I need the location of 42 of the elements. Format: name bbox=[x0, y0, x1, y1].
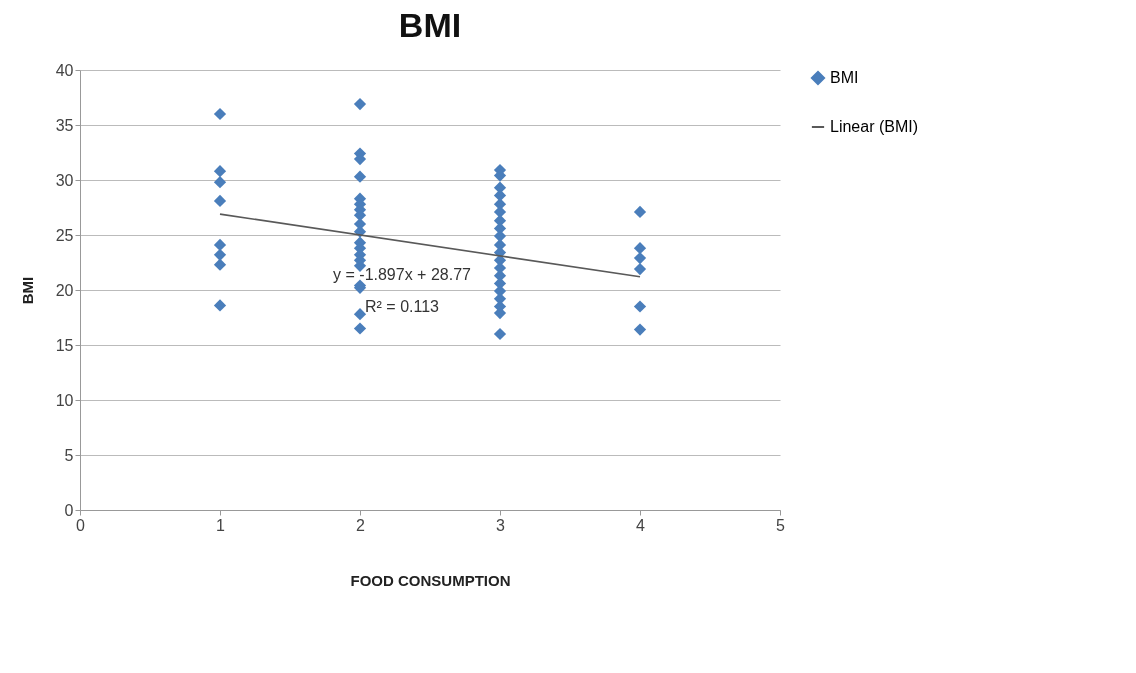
y-tick-label: 25 bbox=[55, 226, 74, 244]
x-tick-label: 1 bbox=[216, 516, 226, 534]
x-tick-label: 0 bbox=[76, 516, 86, 534]
y-tick-label: 15 bbox=[55, 336, 74, 354]
y-tick-label: 35 bbox=[55, 116, 74, 134]
y-axis-title: BMI bbox=[18, 276, 36, 305]
point bbox=[213, 238, 227, 252]
point bbox=[213, 299, 227, 312]
point bbox=[213, 194, 227, 208]
point bbox=[353, 322, 367, 335]
y-tick-label: 5 bbox=[64, 446, 74, 464]
annotation: R² = 0.113 bbox=[365, 297, 440, 315]
point bbox=[353, 97, 367, 111]
point bbox=[213, 176, 227, 189]
chart-title: BMI bbox=[398, 6, 462, 44]
point bbox=[353, 170, 367, 183]
annotation: y = -1.897x + 28.77 bbox=[333, 265, 472, 283]
x-tick-label: 4 bbox=[636, 516, 646, 534]
point bbox=[633, 251, 647, 265]
x-axis-title: FOOD CONSUMPTION bbox=[350, 571, 511, 589]
y-tick-label: 0 bbox=[64, 501, 74, 519]
y-tick-label: 10 bbox=[55, 391, 74, 409]
legend-label: BMI bbox=[830, 69, 859, 86]
point bbox=[213, 165, 227, 178]
y-tick-label: 30 bbox=[55, 171, 74, 189]
point bbox=[633, 300, 647, 313]
x-tick-label: 5 bbox=[776, 516, 786, 534]
x-tick-label: 3 bbox=[496, 516, 506, 534]
point bbox=[353, 308, 367, 321]
point bbox=[213, 258, 227, 271]
point bbox=[633, 262, 647, 276]
x-tick-label: 2 bbox=[356, 516, 366, 534]
point bbox=[213, 248, 227, 261]
y-tick-label: 40 bbox=[55, 61, 74, 79]
point bbox=[493, 189, 507, 202]
point bbox=[633, 242, 647, 255]
point bbox=[213, 107, 227, 121]
point bbox=[633, 323, 647, 336]
point bbox=[493, 327, 507, 341]
y-tick-label: 20 bbox=[55, 281, 74, 299]
point bbox=[633, 205, 647, 219]
legend-label: Linear (BMI) bbox=[830, 118, 919, 135]
